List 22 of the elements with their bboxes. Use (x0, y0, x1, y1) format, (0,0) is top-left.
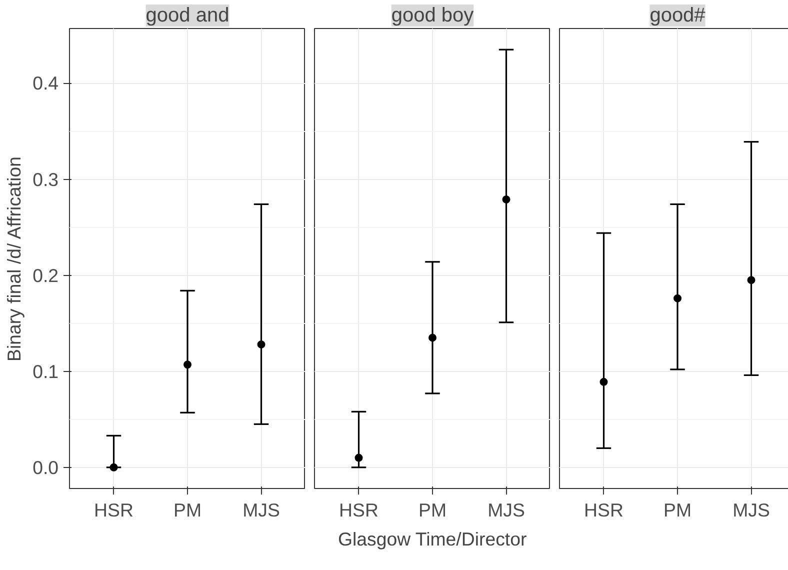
y-tick-label: 0.1 (32, 360, 59, 382)
chart-title: good# (650, 4, 706, 26)
x-tick-label: HSR (339, 500, 378, 520)
x-tick-label: MJS (732, 500, 770, 520)
point (110, 463, 118, 472)
chart-title: good boy (391, 4, 474, 26)
y-tick-label: 0.2 (32, 264, 59, 286)
point (257, 340, 266, 348)
chart-title: good and (146, 4, 230, 26)
x-tick-label: MJS (242, 500, 280, 520)
x-tick-label: MJS (488, 500, 525, 520)
x-tick-label: PM (174, 500, 202, 520)
y-tick-label: 0.0 (32, 456, 59, 478)
y-axis-title: Binary final /d/ Affrication (4, 156, 25, 362)
x-tick-label: PM (418, 500, 446, 520)
point (184, 360, 192, 369)
y-tick-label: 0.3 (32, 168, 59, 190)
x-tick-label: HSR (94, 500, 134, 520)
x-tick-label: HSR (584, 500, 624, 520)
x-tick-label: PM (664, 500, 692, 520)
x-axis-title: Glasgow Time/Director (338, 528, 527, 550)
y-tick-label: 0.4 (32, 72, 59, 94)
